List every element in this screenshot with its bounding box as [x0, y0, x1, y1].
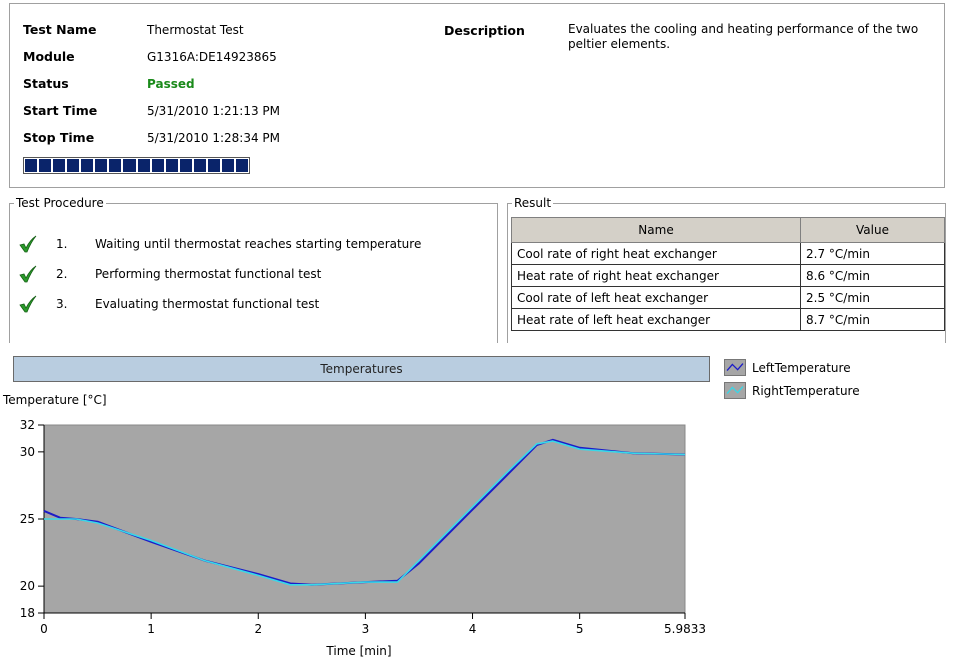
progress-segment — [137, 159, 150, 172]
progress-segment — [179, 159, 192, 172]
test-procedure-title: Test Procedure — [14, 196, 106, 210]
step-number: 2. — [56, 267, 68, 281]
result-name-cell: Cool rate of right heat exchanger — [511, 242, 801, 265]
stop-time-value: 5/31/2010 1:28:34 PM — [147, 131, 281, 145]
column-header-name[interactable]: Name — [511, 217, 801, 243]
stop-time-label: Stop Time — [23, 130, 95, 145]
x-tick-label: 1 — [147, 622, 155, 636]
progress-segment — [53, 159, 66, 172]
step-text: Performing thermostat functional test — [95, 267, 322, 281]
progress-segment — [221, 159, 234, 172]
start-time-label: Start Time — [23, 103, 98, 118]
chart-title: Temperatures — [13, 356, 710, 382]
legend-label: LeftTemperature — [752, 361, 851, 375]
table-row[interactable]: Heat rate of right heat exchanger 8.6 °C… — [511, 264, 945, 287]
description-text: Evaluates the cooling and heating perfor… — [568, 22, 919, 51]
result-value-cell: 2.7 °C/min — [800, 242, 945, 265]
test-name-value: Thermostat Test — [147, 23, 244, 37]
y-tick-label: 25 — [20, 512, 35, 526]
x-tick-label: 5.9833 — [664, 622, 706, 636]
progress-segment — [25, 159, 38, 172]
module-label: Module — [23, 49, 75, 64]
result-name-cell: Cool rate of left heat exchanger — [511, 286, 801, 309]
result-value-cell: 8.7 °C/min — [800, 308, 945, 331]
table-row[interactable]: Cool rate of right heat exchanger 2.7 °C… — [511, 242, 945, 265]
progress-segment — [95, 159, 108, 172]
progress-segment — [81, 159, 94, 172]
step-text: Evaluating thermostat functional test — [95, 297, 320, 311]
x-tick-label: 2 — [254, 622, 262, 636]
plot-area — [43, 424, 686, 614]
step-text: Waiting until thermostat reaches startin… — [95, 237, 422, 251]
test-procedure-group: Test Procedure 1. Waiting until thermost… — [9, 196, 498, 343]
progress-segment — [67, 159, 80, 172]
table-row[interactable]: Cool rate of left heat exchanger 2.5 °C/… — [511, 286, 945, 309]
progress-segment — [235, 159, 248, 172]
column-header-value[interactable]: Value — [800, 217, 945, 243]
result-name-cell: Heat rate of right heat exchanger — [511, 264, 801, 287]
y-tick-label: 30 — [20, 445, 35, 459]
result-name-cell: Heat rate of left heat exchanger — [511, 308, 801, 331]
table-row[interactable]: Heat rate of left heat exchanger 8.7 °C/… — [511, 308, 945, 331]
series-line-right-temperature — [44, 440, 686, 586]
module-value: G1316A:DE14923865 — [147, 50, 277, 64]
x-tick-label: 5 — [576, 622, 584, 636]
legend-swatch-right — [724, 382, 746, 399]
start-time-value: 5/31/2010 1:21:13 PM — [147, 104, 281, 118]
test-name-label: Test Name — [23, 22, 97, 37]
x-tick-label: 4 — [469, 622, 477, 636]
result-value-cell: 2.5 °C/min — [800, 286, 945, 309]
status-label: Status — [23, 76, 69, 91]
progress-segment — [109, 159, 122, 172]
legend-label: RightTemperature — [752, 384, 860, 398]
check-icon — [19, 295, 37, 313]
y-axis-label: Temperature [°C] — [2, 393, 107, 407]
step-number: 1. — [56, 237, 68, 251]
step-number: 3. — [56, 297, 68, 311]
x-tick-label: 0 — [40, 622, 48, 636]
status-value: Passed — [147, 77, 195, 91]
progress-segment — [151, 159, 164, 172]
check-icon — [19, 265, 37, 283]
y-tick-label: 18 — [20, 606, 35, 620]
progress-bar — [23, 157, 250, 174]
y-tick-label: 20 — [20, 579, 35, 593]
progress-segment — [165, 159, 178, 172]
result-group: Result Name Value Cool rate of right hea… — [507, 196, 946, 343]
test-info-panel: Test Name Thermostat Test Module G1316A:… — [9, 3, 945, 188]
progress-segment — [39, 159, 52, 172]
check-icon — [19, 235, 37, 253]
result-header-row: Name Value — [511, 217, 945, 243]
result-value-cell: 8.6 °C/min — [800, 264, 945, 287]
description-label: Description — [444, 23, 525, 38]
progress-segment — [207, 159, 220, 172]
x-axis-label: Time [min] — [325, 644, 391, 658]
result-table: Name Value Cool rate of right heat excha… — [511, 217, 945, 331]
x-tick-label: 3 — [362, 622, 370, 636]
legend-swatch-left — [724, 359, 746, 376]
y-tick-label: 32 — [20, 418, 35, 432]
progress-segment — [123, 159, 136, 172]
result-title: Result — [512, 196, 554, 210]
progress-segment — [193, 159, 206, 172]
